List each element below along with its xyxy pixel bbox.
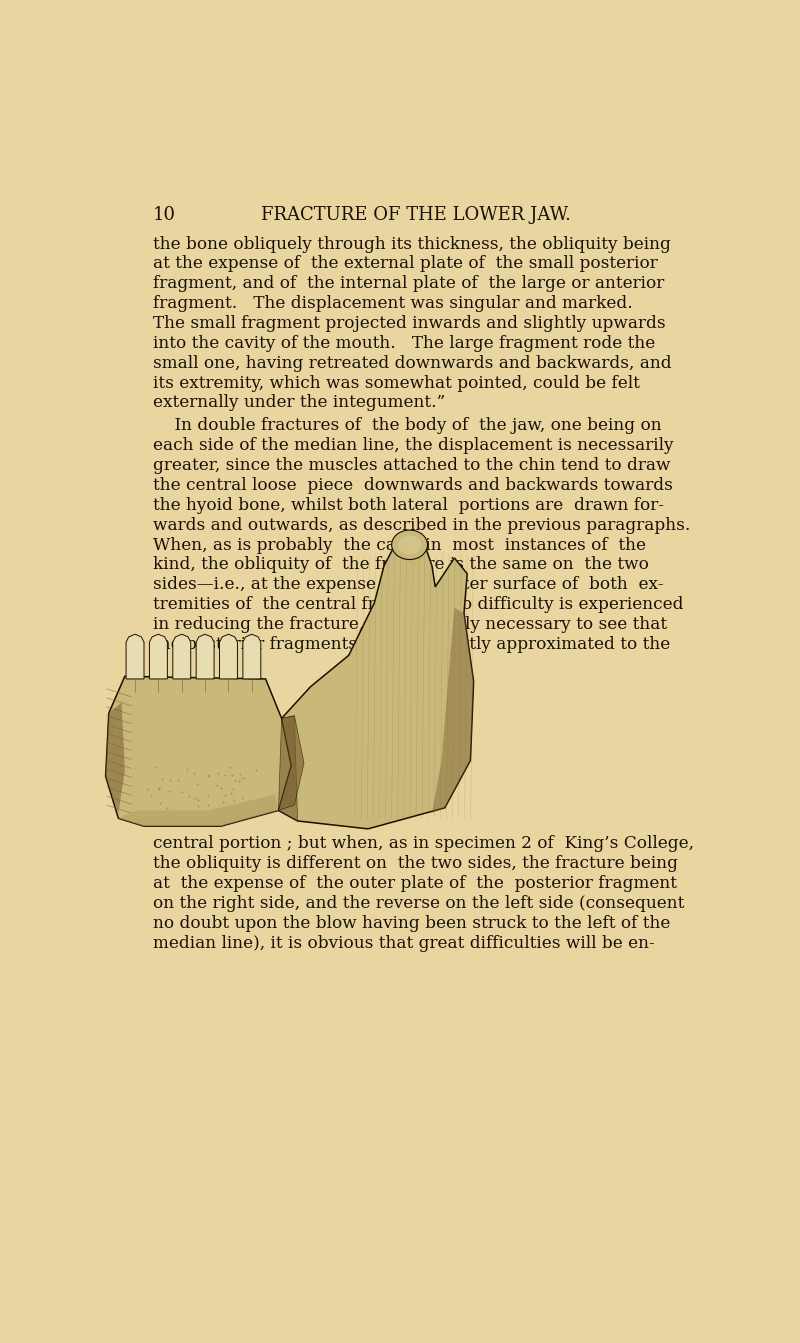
Text: at  the expense of  the outer plate of  the  posterior fragment: at the expense of the outer plate of the…	[153, 876, 677, 892]
Circle shape	[398, 536, 421, 555]
Text: the obliquity is different on  the two sides, the fracture being: the obliquity is different on the two si…	[153, 855, 678, 872]
Text: the hyoid bone, whilst both lateral  portions are  drawn for-: the hyoid bone, whilst both lateral port…	[153, 497, 664, 514]
Text: wards and outwards, as described in the previous paragraphs.: wards and outwards, as described in the …	[153, 517, 690, 533]
Polygon shape	[278, 540, 474, 829]
Text: When, as is probably  the case  in  most  instances of  the: When, as is probably the case in most in…	[153, 537, 646, 553]
Text: kind, the obliquity of  the fracture is the same on  the two: kind, the obliquity of the fracture is t…	[153, 556, 649, 573]
Text: sides—i.e., at the expense of  the outer surface of  both  ex-: sides—i.e., at the expense of the outer …	[153, 576, 663, 594]
Polygon shape	[278, 716, 304, 810]
Text: small one, having retreated downwards and backwards, and: small one, having retreated downwards an…	[153, 355, 671, 372]
Circle shape	[392, 530, 427, 560]
Text: fragment, and of  the internal plate of  the large or anterior: fragment, and of the internal plate of t…	[153, 275, 664, 293]
Polygon shape	[432, 608, 474, 813]
Text: no doubt upon the blow having been struck to the left of the: no doubt upon the blow having been struc…	[153, 915, 670, 932]
Text: the bone obliquely through its thickness, the obliquity being: the bone obliquely through its thickness…	[153, 235, 670, 252]
Text: Fig. 2.: Fig. 2.	[391, 663, 441, 677]
Text: in reducing the fracture, and it is only necessary to see that: in reducing the fracture, and it is only…	[153, 616, 667, 633]
Polygon shape	[243, 634, 261, 680]
Polygon shape	[150, 634, 167, 680]
Text: externally under the integument.”: externally under the integument.”	[153, 395, 445, 411]
Polygon shape	[106, 677, 291, 826]
Text: central portion ; but when, as in specimen 2 of  King’s College,: central portion ; but when, as in specim…	[153, 835, 694, 853]
Text: The small fragment projected inwards and slightly upwards: The small fragment projected inwards and…	[153, 316, 666, 332]
Text: on the right side, and the reverse on the left side (consequent: on the right side, and the reverse on th…	[153, 894, 684, 912]
Text: into the cavity of the mouth.   The large fragment rode the: into the cavity of the mouth. The large …	[153, 334, 655, 352]
Text: the central loose  piece  downwards and backwards towards: the central loose piece downwards and ba…	[153, 477, 673, 494]
Text: the posterior fragments are sufficiently approximated to the: the posterior fragments are sufficiently…	[153, 635, 670, 653]
Polygon shape	[196, 634, 214, 680]
Polygon shape	[173, 634, 190, 680]
Text: In double fractures of  the body of  the jaw, one being on: In double fractures of the body of the j…	[153, 418, 662, 434]
Text: tremities of  the central fragment, no difficulty is experienced: tremities of the central fragment, no di…	[153, 596, 683, 614]
Text: its extremity, which was somewhat pointed, could be felt: its extremity, which was somewhat pointe…	[153, 375, 639, 392]
Text: fragment.   The displacement was singular and marked.: fragment. The displacement was singular …	[153, 295, 633, 312]
Polygon shape	[278, 716, 298, 821]
Polygon shape	[106, 702, 125, 813]
Polygon shape	[118, 795, 278, 826]
Text: median line), it is obvious that great difficulties will be en-: median line), it is obvious that great d…	[153, 935, 654, 952]
Text: at the expense of  the external plate of  the small posterior: at the expense of the external plate of …	[153, 255, 658, 273]
Text: each side of the median line, the displacement is necessarily: each side of the median line, the displa…	[153, 438, 674, 454]
Text: 10: 10	[153, 205, 176, 224]
Polygon shape	[219, 634, 238, 680]
Polygon shape	[126, 634, 144, 680]
Text: greater, since the muscles attached to the chin tend to draw: greater, since the muscles attached to t…	[153, 457, 670, 474]
Text: FRACTURE OF THE LOWER JAW.: FRACTURE OF THE LOWER JAW.	[262, 205, 571, 224]
